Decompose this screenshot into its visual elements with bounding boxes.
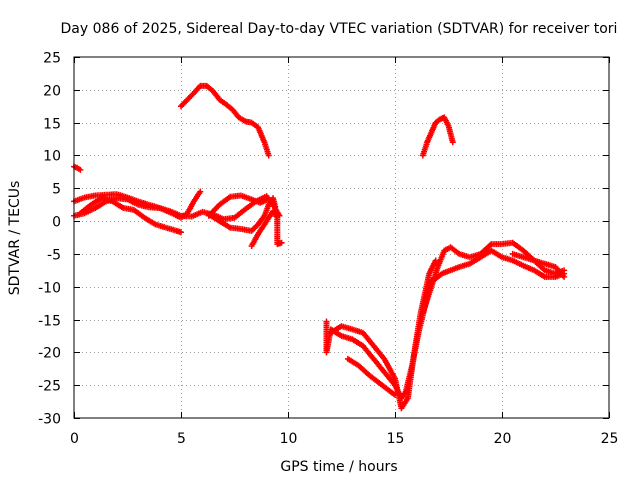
series-arc-o: [419, 114, 456, 159]
series-arc-d: [77, 195, 184, 236]
plot-frame: [73, 56, 610, 419]
data-point: [178, 229, 184, 236]
series-arc-k: [344, 355, 398, 398]
series-arc-e: [205, 195, 279, 234]
series-arc-a: [71, 163, 84, 173]
x-axis-label: GPS time / hours: [280, 459, 397, 475]
y-tick-label: -30: [38, 412, 61, 428]
data-point: [449, 139, 456, 146]
y-tick-label: -10: [38, 281, 61, 297]
y-axis-label: SDTVAR / TECUs: [7, 181, 23, 296]
axes: 0 5 10 15 20 25 -30 -25 -20 -15 -10 -5 0 5 10 15 20 25: [38, 51, 618, 448]
y-tick-label: 0: [52, 215, 61, 231]
x-tick-label: 0: [70, 431, 79, 447]
data-point: [77, 166, 84, 173]
y-tick-label: -15: [38, 314, 61, 330]
data-point: [265, 152, 272, 159]
y-tick-label: -20: [38, 346, 61, 362]
data-point: [561, 273, 568, 280]
y-tick-label: 10: [43, 149, 61, 165]
chart-title: Day 086 of 2025, Sidereal Day-to-day VTE…: [61, 21, 618, 37]
data-point: [197, 188, 204, 195]
data-point: [392, 392, 398, 398]
data-point: [432, 257, 439, 264]
y-tick-label: 20: [43, 84, 61, 100]
series-arc-c: [71, 188, 204, 221]
data-point: [278, 239, 285, 246]
series-arc-n: [509, 250, 568, 280]
x-tick-label: 25: [601, 431, 619, 447]
x-tick-label: 15: [387, 431, 405, 447]
series-arc-h: [178, 82, 272, 159]
series-arc-j: [327, 257, 439, 412]
series-arc-m: [430, 247, 568, 284]
y-tick-label: -5: [47, 248, 61, 264]
y-tick-label: 5: [52, 182, 61, 198]
x-tick-label: 10: [280, 431, 298, 447]
y-tick-label: 25: [43, 51, 61, 67]
data-point: [272, 203, 279, 210]
y-tick-label: -25: [38, 379, 61, 395]
x-tick-label: 20: [494, 431, 512, 447]
series-arc-g: [248, 208, 285, 249]
series-arc-f: [205, 192, 270, 219]
y-tick-label: 15: [43, 117, 61, 133]
grid: [74, 57, 609, 418]
data-points: [71, 82, 568, 412]
x-tick-label: 5: [177, 431, 186, 447]
data-point: [263, 197, 270, 204]
